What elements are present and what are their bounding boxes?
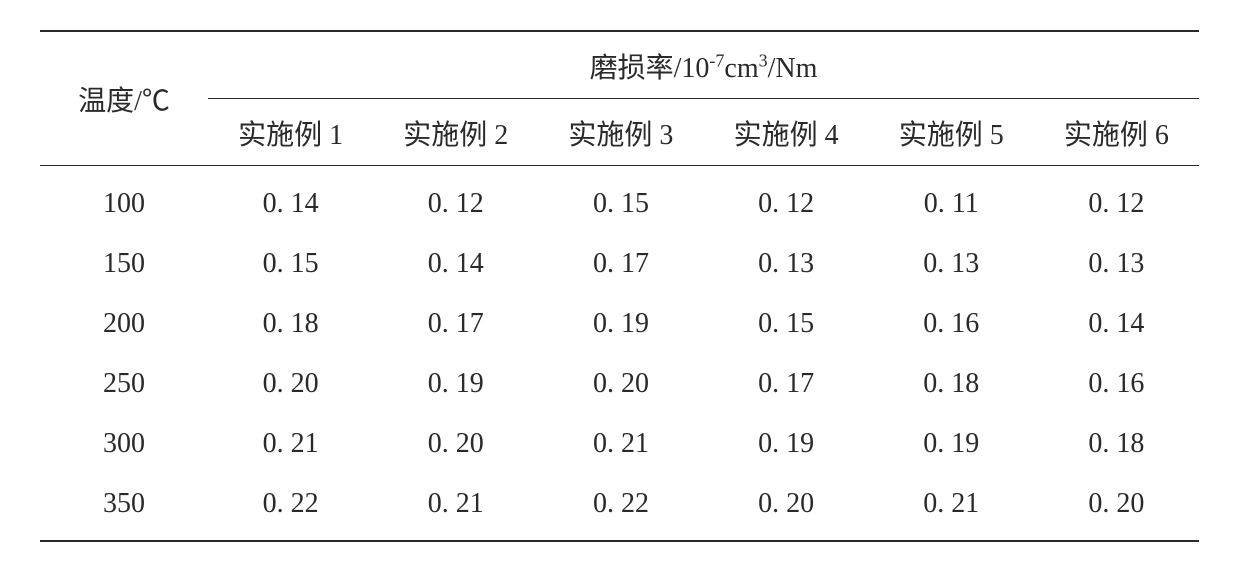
- cell: 0. 21: [538, 414, 703, 474]
- table-header: 温度/℃ 磨损率/10-7cm3/Nm 实施例 1 实施例 2 实施例 3 实施…: [40, 31, 1199, 166]
- group-header-exponent: -7: [709, 51, 724, 71]
- col-header: 实施例 5: [869, 99, 1034, 166]
- cell: 0. 15: [538, 166, 703, 235]
- table-row: 150 0. 15 0. 14 0. 17 0. 13 0. 13 0. 13: [40, 234, 1199, 294]
- row-header-label: 温度/℃: [40, 31, 208, 166]
- table-body: 100 0. 14 0. 12 0. 15 0. 12 0. 11 0. 12 …: [40, 166, 1199, 542]
- cell: 0. 19: [869, 414, 1034, 474]
- cell: 0. 17: [538, 234, 703, 294]
- cell: 0. 21: [373, 474, 538, 541]
- cell: 0. 16: [1034, 354, 1199, 414]
- cell: 0. 20: [538, 354, 703, 414]
- cell: 0. 14: [1034, 294, 1199, 354]
- group-header-unit-exponent: 3: [759, 51, 768, 71]
- cell: 0. 21: [208, 414, 373, 474]
- row-label: 100: [40, 166, 208, 235]
- table-row: 250 0. 20 0. 19 0. 20 0. 17 0. 18 0. 16: [40, 354, 1199, 414]
- cell: 0. 22: [538, 474, 703, 541]
- group-header-unit-prefix: cm: [724, 53, 758, 84]
- table-row: 300 0. 21 0. 20 0. 21 0. 19 0. 19 0. 18: [40, 414, 1199, 474]
- col-header: 实施例 4: [704, 99, 869, 166]
- cell: 0. 13: [869, 234, 1034, 294]
- cell: 0. 20: [208, 354, 373, 414]
- group-header-suffix: /Nm: [768, 53, 818, 84]
- wear-rate-table: 温度/℃ 磨损率/10-7cm3/Nm 实施例 1 实施例 2 实施例 3 实施…: [40, 30, 1199, 542]
- cell: 0. 14: [208, 166, 373, 235]
- row-label: 150: [40, 234, 208, 294]
- cell: 0. 20: [704, 474, 869, 541]
- cell: 0. 16: [869, 294, 1034, 354]
- col-header: 实施例 2: [373, 99, 538, 166]
- cell: 0. 12: [1034, 166, 1199, 235]
- cell: 0. 18: [1034, 414, 1199, 474]
- cell: 0. 18: [208, 294, 373, 354]
- cell: 0. 13: [704, 234, 869, 294]
- group-header: 磨损率/10-7cm3/Nm: [208, 31, 1199, 99]
- group-header-prefix: 磨损率/10: [590, 53, 710, 84]
- row-label: 350: [40, 474, 208, 541]
- cell: 0. 19: [538, 294, 703, 354]
- cell: 0. 22: [208, 474, 373, 541]
- cell: 0. 13: [1034, 234, 1199, 294]
- col-header: 实施例 3: [538, 99, 703, 166]
- row-label: 300: [40, 414, 208, 474]
- cell: 0. 19: [704, 414, 869, 474]
- cell: 0. 15: [704, 294, 869, 354]
- cell: 0. 19: [373, 354, 538, 414]
- cell: 0. 18: [869, 354, 1034, 414]
- table-row: 100 0. 14 0. 12 0. 15 0. 12 0. 11 0. 12: [40, 166, 1199, 235]
- cell: 0. 21: [869, 474, 1034, 541]
- cell: 0. 20: [373, 414, 538, 474]
- cell: 0. 20: [1034, 474, 1199, 541]
- table-row: 350 0. 22 0. 21 0. 22 0. 20 0. 21 0. 20: [40, 474, 1199, 541]
- col-header: 实施例 6: [1034, 99, 1199, 166]
- row-label: 200: [40, 294, 208, 354]
- cell: 0. 17: [704, 354, 869, 414]
- cell: 0. 11: [869, 166, 1034, 235]
- col-header: 实施例 1: [208, 99, 373, 166]
- table-row: 200 0. 18 0. 17 0. 19 0. 15 0. 16 0. 14: [40, 294, 1199, 354]
- cell: 0. 14: [373, 234, 538, 294]
- row-label: 250: [40, 354, 208, 414]
- cell: 0. 12: [704, 166, 869, 235]
- cell: 0. 12: [373, 166, 538, 235]
- cell: 0. 15: [208, 234, 373, 294]
- cell: 0. 17: [373, 294, 538, 354]
